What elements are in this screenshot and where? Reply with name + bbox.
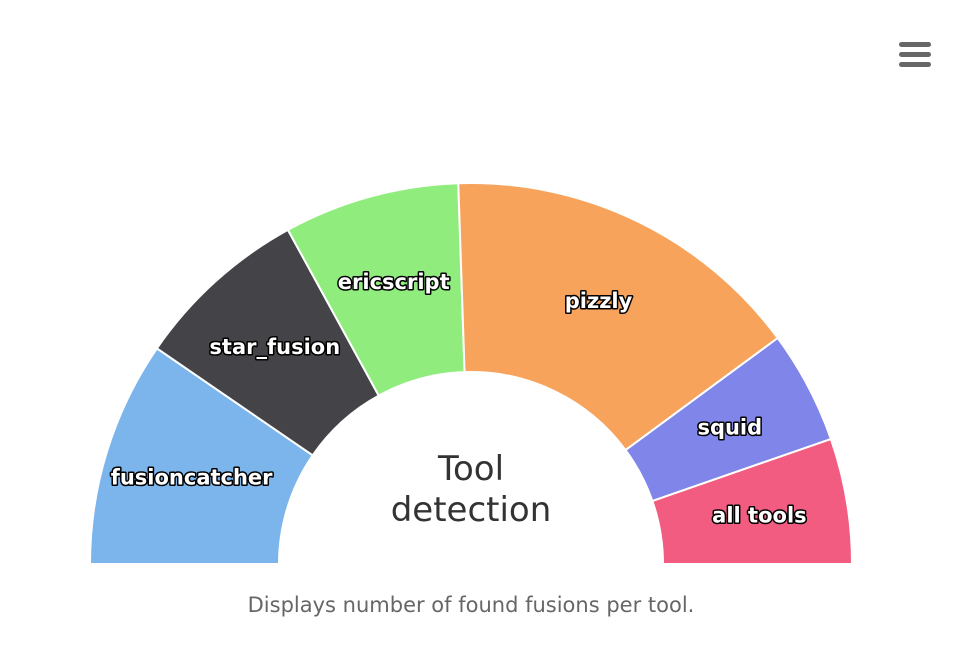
slice-pizzly[interactable] — [457, 182, 780, 452]
menu-bar — [899, 42, 931, 47]
chart-title-line: detection — [391, 490, 552, 530]
slice-label-star-fusion: star_fusion — [209, 335, 340, 359]
chart-title: Tool detection — [391, 449, 552, 530]
hamburger-menu-icon[interactable] — [892, 34, 938, 74]
chart-title-line: Tool — [437, 449, 504, 489]
menu-bar — [899, 52, 931, 57]
labels-layer: fusioncatcher star_fusion ericscript pizzly… — [109, 268, 808, 528]
slice-label-ericscript: ericscript — [338, 270, 450, 294]
slices-layer — [88, 182, 854, 565]
menu-bar — [899, 62, 931, 67]
slice-label-all-tools: all tools — [712, 503, 806, 527]
chart-subtitle: Displays number of found fusions per too… — [248, 593, 695, 617]
slice-label-squid: squid — [697, 416, 762, 440]
slice-label-fusioncatcher: fusioncatcher — [111, 465, 273, 489]
slice-label-pizzly: pizzly — [565, 289, 633, 313]
slice-all-tools[interactable] — [651, 437, 854, 565]
